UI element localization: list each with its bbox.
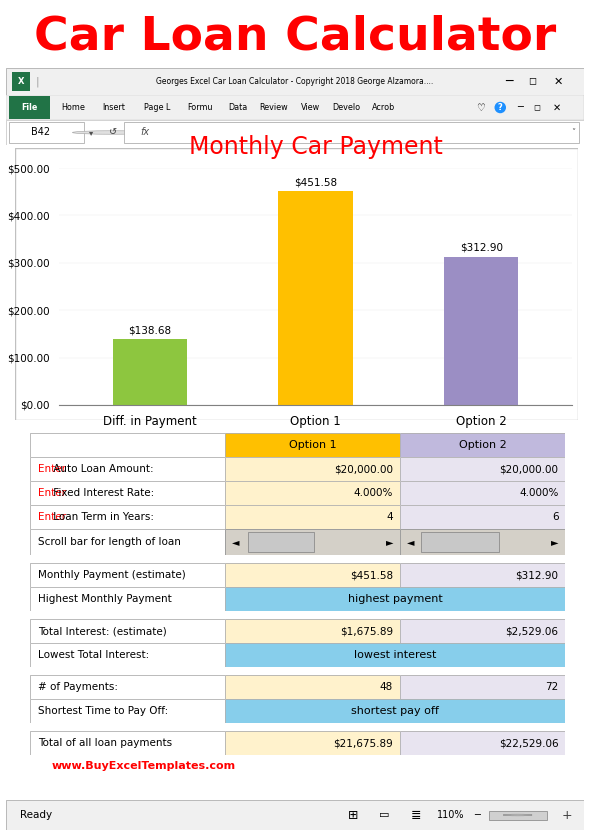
Text: Scroll bar for length of loan: Scroll bar for length of loan (38, 537, 181, 547)
Text: ✕: ✕ (553, 76, 563, 86)
Bar (330, 95, 363, 119)
Text: Ready: Ready (20, 810, 53, 820)
Text: Enter: Enter (38, 512, 66, 522)
Text: ─: ─ (505, 75, 513, 88)
Bar (444, 256, 519, 405)
Text: ◻: ◻ (533, 103, 540, 112)
Bar (55, 95, 91, 119)
Text: Formu: Formu (188, 103, 213, 112)
Text: ▭: ▭ (379, 810, 390, 820)
Text: +: + (562, 808, 572, 822)
Bar (257, 95, 290, 119)
Text: ─: ─ (517, 102, 523, 113)
Bar (113, 339, 187, 405)
Text: ─: ─ (474, 810, 480, 820)
Text: 48: 48 (380, 682, 393, 692)
Text: ◄: ◄ (232, 537, 240, 547)
Text: 6: 6 (552, 512, 558, 522)
Text: B42: B42 (31, 128, 50, 138)
Bar (136, 95, 178, 119)
Bar (9, 122, 84, 143)
Text: ↺: ↺ (109, 128, 117, 138)
Text: Monthly Payment (estimate): Monthly Payment (estimate) (38, 570, 185, 580)
Text: $20,000.00: $20,000.00 (334, 464, 393, 474)
Text: Car Loan Calculator: Car Loan Calculator (34, 15, 556, 60)
Text: Shortest Time to Pay Off:: Shortest Time to Pay Off: (38, 706, 168, 716)
Bar (295, 95, 326, 119)
Text: Lowest Total Interest:: Lowest Total Interest: (38, 650, 149, 660)
Text: Auto Loan Amount:: Auto Loan Amount: (51, 464, 154, 474)
Text: Page L: Page L (143, 103, 170, 112)
Bar (12, 72, 30, 91)
Text: 110%: 110% (437, 810, 465, 820)
Text: 4: 4 (386, 512, 393, 522)
Text: Loan Term in Years:: Loan Term in Years: (51, 512, 155, 522)
Text: Georges Excel Car Loan Calculator - Copyright 2018 George Alzamora....: Georges Excel Car Loan Calculator - Copy… (156, 77, 434, 86)
Text: $2,529.06: $2,529.06 (506, 626, 558, 636)
Text: Option 1: Option 1 (289, 440, 336, 450)
Text: Highest Monthly Payment: Highest Monthly Payment (38, 594, 172, 604)
Text: 4.000%: 4.000% (519, 488, 558, 498)
Text: ✕: ✕ (552, 102, 560, 113)
Circle shape (503, 814, 532, 816)
Text: Total of all loan payments: Total of all loan payments (38, 738, 172, 748)
Text: $451.58: $451.58 (294, 177, 337, 187)
Text: ▾: ▾ (89, 128, 94, 137)
Text: Develo: Develo (332, 103, 360, 112)
Text: Total Interest: (estimate): Total Interest: (estimate) (38, 626, 166, 636)
Text: ♡: ♡ (476, 102, 484, 113)
Text: ►: ► (385, 537, 393, 547)
Text: ◻: ◻ (528, 76, 536, 86)
Text: Fixed Interest Rate:: Fixed Interest Rate: (51, 488, 155, 498)
Bar (421, 531, 499, 553)
Text: ≣: ≣ (411, 808, 422, 822)
Text: highest payment: highest payment (348, 594, 442, 604)
Text: |: | (36, 76, 40, 87)
Bar (248, 531, 314, 553)
Text: File: File (21, 103, 38, 112)
Bar (367, 95, 401, 119)
Text: View: View (301, 103, 320, 112)
Text: ˅: ˅ (571, 128, 575, 137)
Text: $1,675.89: $1,675.89 (340, 626, 393, 636)
Text: ⊞: ⊞ (348, 808, 358, 822)
Text: 72: 72 (545, 682, 558, 692)
Text: Insert: Insert (102, 103, 125, 112)
Text: $451.58: $451.58 (350, 570, 393, 580)
Bar (223, 95, 253, 119)
Text: $138.68: $138.68 (129, 325, 172, 335)
Text: ◄: ◄ (407, 537, 414, 547)
Circle shape (73, 131, 153, 134)
Text: lowest interest: lowest interest (354, 650, 436, 660)
Text: 4.000%: 4.000% (353, 488, 393, 498)
Bar (96, 95, 132, 119)
Bar (278, 191, 353, 405)
Text: Enter: Enter (38, 464, 66, 474)
Bar (124, 122, 579, 143)
Text: X: X (18, 77, 24, 86)
Text: shortest pay off: shortest pay off (351, 706, 439, 716)
Text: $312.90: $312.90 (460, 243, 503, 253)
Bar (489, 811, 546, 819)
Text: Acrob: Acrob (372, 103, 396, 112)
Bar (182, 95, 218, 119)
Text: $21,675.89: $21,675.89 (333, 738, 393, 748)
Text: # of Payments:: # of Payments: (38, 682, 118, 692)
Text: fx: fx (140, 128, 149, 138)
Text: www.BuyExcelTemplates.com: www.BuyExcelTemplates.com (51, 761, 235, 771)
Text: $22,529.06: $22,529.06 (499, 738, 558, 748)
Text: ►: ► (551, 537, 558, 547)
Text: Enter: Enter (38, 488, 66, 498)
Title: Monthly Car Payment: Monthly Car Payment (189, 135, 442, 159)
Text: Data: Data (228, 103, 247, 112)
Text: $20,000.00: $20,000.00 (499, 464, 558, 474)
Text: Option 2: Option 2 (458, 440, 506, 450)
Text: $312.90: $312.90 (516, 570, 558, 580)
Bar (9, 95, 50, 119)
Text: Review: Review (260, 103, 288, 112)
Text: ?: ? (498, 103, 503, 112)
Text: Home: Home (61, 103, 85, 112)
